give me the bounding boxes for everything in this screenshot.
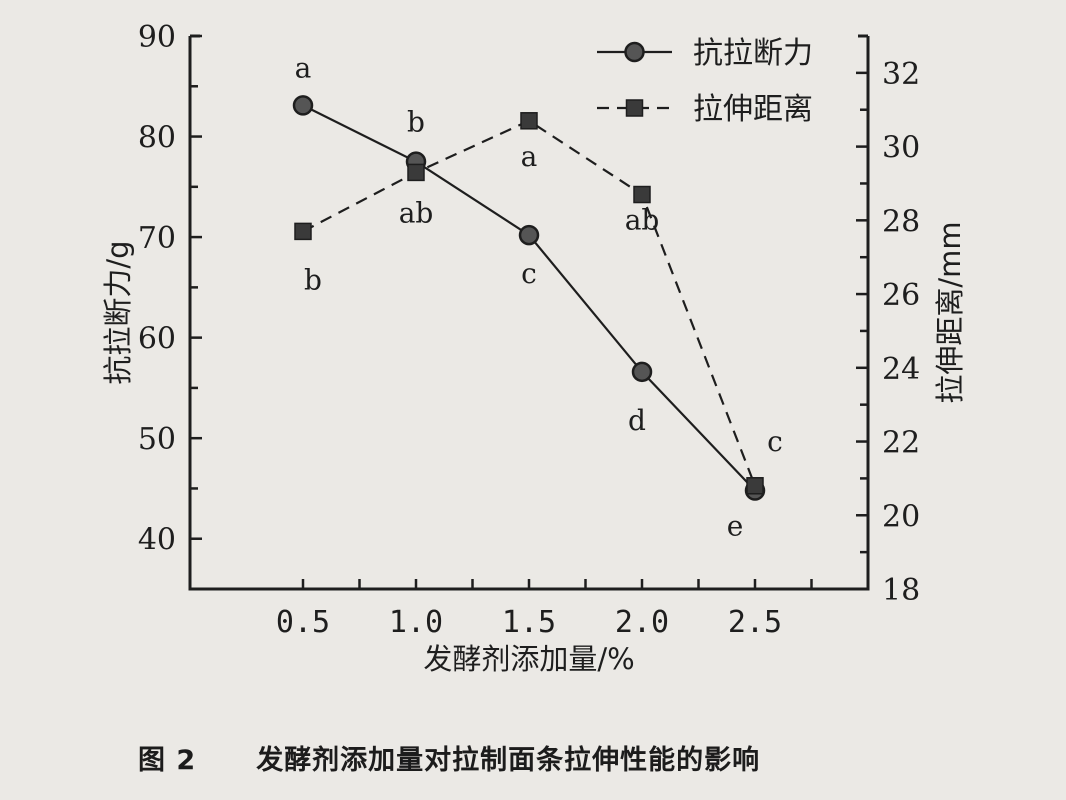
figure-caption: 图 2 发酵剂添加量对拉制面条拉伸性能的影响 — [138, 738, 760, 777]
significance-label: b — [304, 263, 322, 296]
y-tick-label: 50 — [138, 422, 176, 457]
y2-tick-label: 26 — [882, 278, 920, 313]
data-point-square — [520, 112, 538, 130]
significance-label: a — [521, 140, 538, 173]
significance-label: b — [407, 106, 425, 139]
x-tick-label: 2.0 — [615, 605, 669, 640]
significance-label: c — [767, 425, 783, 458]
significance-label: d — [628, 404, 646, 437]
significance-label: ab — [399, 196, 434, 229]
legend-marker-square — [625, 99, 644, 117]
significance-label: c — [521, 257, 537, 290]
data-point-circle — [631, 361, 653, 383]
data-point-square — [633, 185, 651, 204]
x-tick-label: 0.5 — [276, 605, 330, 640]
x-tick-label: 2.5 — [728, 605, 782, 640]
y-tick-label: 40 — [138, 523, 176, 558]
data-point-square — [294, 222, 312, 241]
y-tick-label: 80 — [138, 121, 176, 156]
data-point-circle — [292, 95, 314, 116]
y2-tick-label: 20 — [882, 499, 920, 534]
y2-tick-label: 18 — [882, 573, 920, 608]
legend-marker-circle — [624, 41, 645, 63]
y-tick-label: 70 — [138, 221, 176, 256]
y-tick-label: 60 — [138, 322, 176, 357]
chart: 0.5 1.0 1.5 2.0 2.5 40 50 60 70 80 90 18 20 22 24 26 28 3… — [101, 20, 967, 676]
significance-label: ab — [625, 204, 660, 237]
data-point-circle — [518, 224, 540, 246]
y2-tick-label: 22 — [882, 426, 920, 461]
legend-label: 拉伸距离 — [693, 92, 813, 127]
y2-tick-label: 28 — [882, 204, 920, 239]
figure-title: 发酵剂添加量对拉制面条拉伸性能的影响 — [256, 745, 761, 776]
x-axis-label: 发酵剂添加量/% — [423, 642, 634, 676]
series-line-2 — [302, 119, 757, 487]
y2-tick-label: 32 — [882, 57, 920, 92]
x-tick-label: 1.0 — [389, 605, 443, 640]
x-tick-label: 1.5 — [502, 605, 556, 640]
significance-label: a — [295, 51, 312, 84]
data-point-square — [407, 163, 425, 182]
data-point-square — [746, 477, 764, 495]
y-axis-label: 抗拉断力/g — [101, 240, 135, 384]
legend-label: 抗拉断力 — [693, 36, 813, 71]
figure-number: 图 2 — [138, 745, 197, 776]
significance-label: e — [727, 509, 744, 542]
y2-axis-label: 拉伸距离/mm — [933, 221, 967, 403]
y2-tick-label: 30 — [882, 131, 920, 166]
y-tick-label: 90 — [138, 20, 176, 55]
y2-tick-label: 24 — [882, 352, 920, 387]
